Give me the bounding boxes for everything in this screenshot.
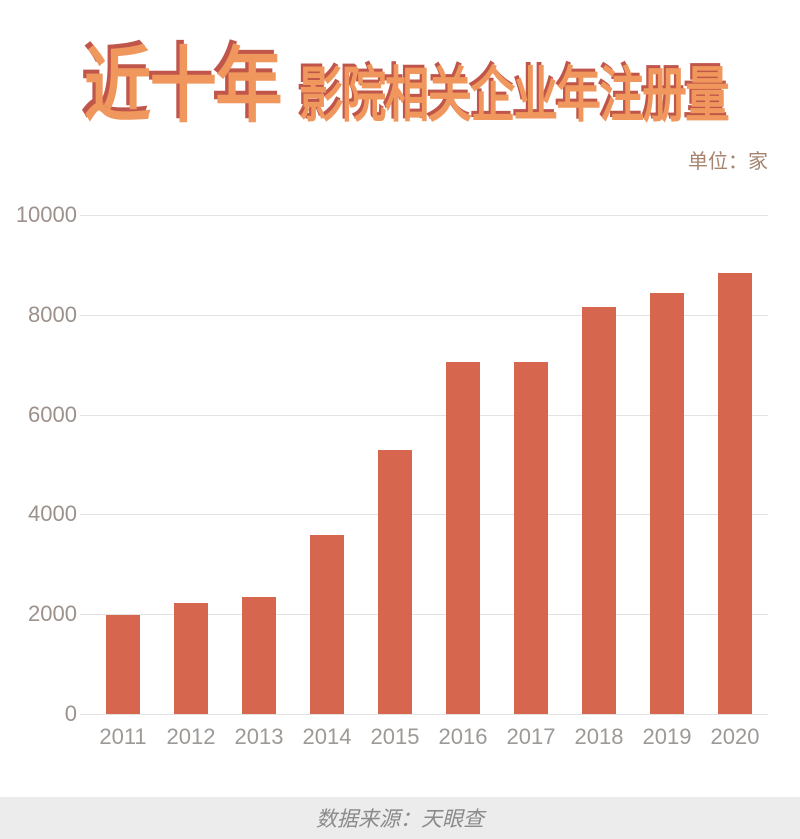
gridline — [80, 215, 768, 216]
x-tick-label: 2017 — [506, 724, 556, 749]
title-main: 近十年 — [84, 41, 282, 132]
bar-2014 — [310, 535, 344, 714]
x-tick-label: 2019 — [642, 724, 692, 749]
y-tick-label: 0 — [64, 701, 77, 726]
y-tick-label: 2000 — [28, 601, 77, 627]
title-subtitle: 影院相关企业年注册量 — [299, 62, 730, 129]
gridline — [80, 414, 768, 416]
y-tick-label: 4000 — [28, 501, 77, 527]
x-tick-label: 2016 — [438, 724, 488, 749]
bar-2015 — [378, 450, 412, 714]
bar-2012 — [174, 603, 208, 714]
x-tick-label: 2018 — [574, 724, 624, 749]
bar-2016 — [446, 362, 480, 714]
x-tick-label: 2015 — [370, 724, 420, 749]
unit-label: 单位：家 — [688, 151, 768, 173]
bar-2019 — [650, 293, 684, 714]
gridline — [80, 314, 768, 316]
y-tick-label: 10000 — [15, 202, 77, 227]
bar-2018 — [582, 307, 616, 714]
bar-2017 — [514, 362, 548, 714]
data-source-label: 数据来源：天眼查 — [316, 808, 484, 831]
x-tick-label: 2012 — [166, 724, 216, 749]
x-tick-label: 2013 — [234, 724, 284, 749]
bar-2013 — [242, 597, 276, 714]
gridline — [80, 714, 768, 715]
y-tick-label: 8000 — [28, 301, 77, 327]
gridline — [80, 614, 768, 616]
x-tick-label: 2014 — [302, 724, 352, 749]
bar-2011 — [106, 615, 140, 714]
gridline — [80, 514, 768, 516]
bar-2020 — [718, 273, 752, 714]
x-tick-label: 2020 — [710, 724, 760, 749]
x-tick-label: 2011 — [99, 724, 147, 749]
footer: 数据来源：天眼查 — [0, 797, 800, 839]
y-tick-label: 6000 — [28, 401, 77, 427]
